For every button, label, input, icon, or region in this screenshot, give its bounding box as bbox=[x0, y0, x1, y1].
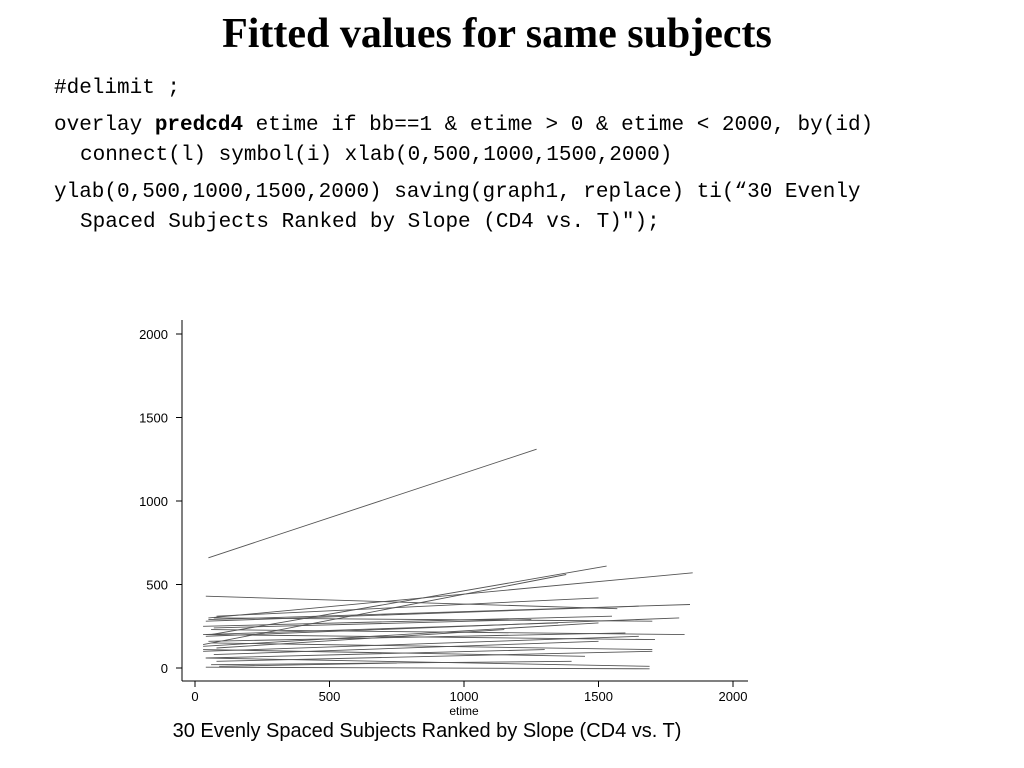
series-line bbox=[216, 597, 599, 617]
series-line bbox=[208, 572, 693, 619]
x-tick-label: 1500 bbox=[584, 689, 613, 704]
code-line-overlay: overlay predcd4 etime if bb==1 & etime >… bbox=[54, 111, 874, 172]
series-line bbox=[203, 622, 599, 647]
series-line bbox=[205, 666, 650, 670]
code-predcd4-variable: predcd4 bbox=[154, 113, 244, 137]
series-line bbox=[205, 634, 656, 641]
series-line bbox=[205, 649, 545, 659]
x-tick-label: 500 bbox=[319, 689, 341, 704]
y-tick-label: 1500 bbox=[139, 411, 168, 426]
x-tick-label: 1000 bbox=[450, 689, 479, 704]
code-overlay-options: etime if bb==1 & etime > 0 & etime < 200… bbox=[80, 113, 886, 168]
series-line bbox=[205, 657, 650, 667]
code-overlay-keyword: overlay bbox=[54, 113, 155, 137]
series-line bbox=[213, 640, 599, 656]
x-tick-label: 2000 bbox=[719, 689, 748, 704]
series-line bbox=[213, 619, 532, 629]
y-tick-label: 1000 bbox=[139, 494, 168, 509]
series-line bbox=[211, 629, 685, 636]
series-line bbox=[211, 642, 653, 651]
y-tick-label: 0 bbox=[161, 661, 168, 676]
series-line bbox=[211, 565, 607, 636]
y-tick-label: 500 bbox=[146, 578, 168, 593]
x-tick-label: 0 bbox=[191, 689, 198, 704]
code-line-delimit: #delimit ; bbox=[54, 77, 181, 100]
series-line bbox=[213, 617, 653, 622]
x-axis-label: etime bbox=[449, 704, 479, 718]
slide-title: Fitted values for same subjects bbox=[222, 11, 772, 57]
code-line-ylab: ylab(0,500,1000,1500,2000) saving(graph1… bbox=[54, 180, 874, 235]
series-line bbox=[208, 604, 691, 621]
series-line bbox=[219, 662, 397, 667]
fitted-values-chart: 0 500 1000 1500 2000 0 500 1000 1500 2000 etime 30 … bbox=[139, 320, 748, 742]
series-line bbox=[203, 622, 559, 636]
series-line bbox=[203, 635, 639, 652]
y-tick-label: 2000 bbox=[139, 327, 168, 342]
chart-title: 30 Evenly Spaced Subjects Ranked by Slop… bbox=[173, 720, 682, 742]
series-line bbox=[203, 615, 613, 627]
series-line bbox=[216, 629, 505, 649]
series-line bbox=[203, 649, 586, 657]
series-line bbox=[208, 448, 537, 559]
code-block: #delimit ; overlay predcd4 etime if bb==… bbox=[54, 74, 874, 245]
series-line bbox=[205, 595, 618, 610]
